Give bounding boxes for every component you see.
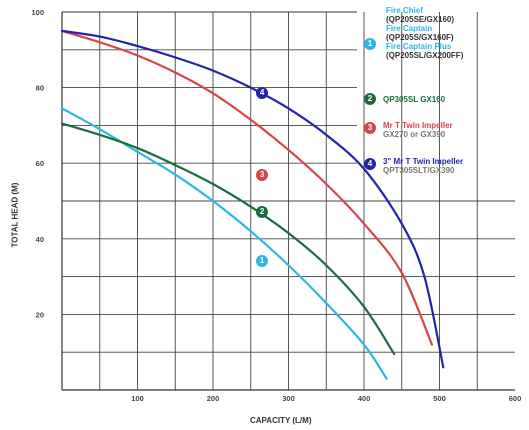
legend-text: (QP205S/GX160F) <box>386 33 454 42</box>
chart-axes <box>61 11 515 391</box>
y-tick-label: 60 <box>36 159 44 168</box>
curve-marker-4: 4 <box>256 87 269 100</box>
curve-marker-2: 2 <box>256 206 269 219</box>
y-tick-label: 100 <box>31 8 44 17</box>
chart-grid <box>62 12 515 390</box>
x-tick-label: 100 <box>131 394 144 403</box>
y-tick-label: 20 <box>36 310 44 319</box>
x-axis-label: CAPACITY (L/M) <box>250 416 312 425</box>
legend-text: QP305SL GX160 <box>383 95 446 104</box>
legend-badge-1: 1 <box>364 38 376 50</box>
y-tick-label: 40 <box>36 235 44 244</box>
x-tick-label: 500 <box>433 394 446 403</box>
legend-text: Fire Captain Plus <box>386 42 452 51</box>
x-tick-label: 300 <box>282 394 295 403</box>
x-tick-label: 400 <box>358 394 371 403</box>
legend-text: GX270 or GX390 <box>383 130 446 139</box>
y-tick-label: 80 <box>36 84 44 93</box>
x-tick-label: 600 <box>509 394 522 403</box>
legend-text: (QP205SL/GX200FF) <box>386 51 464 60</box>
curve-marker-1: 1 <box>256 255 269 268</box>
series-line-qp305sl <box>60 122 396 356</box>
series-line-3in-mr-t-twin <box>60 29 445 369</box>
legend-text: Mr T Twin Impeller <box>383 121 453 130</box>
legend-entry-1: Fire Chief (QP205SE/GX160) Fire Captain … <box>386 6 463 60</box>
legend-badge-3: 3 <box>364 122 376 134</box>
legend-badge-4: 4 <box>364 158 376 170</box>
legend-entry-4: 3" Mr T Twin Impeller QPT305SLT/GX390 <box>383 157 463 175</box>
chart-ticks: 100 200 300 400 500 600 100 80 60 40 20 <box>31 8 521 403</box>
series-line-mr-t-twin <box>60 29 434 346</box>
series-line-fire-chief <box>60 107 388 380</box>
legend-text: (QP205SE/GX160) <box>386 15 455 24</box>
chart-lines <box>60 29 445 380</box>
legend-badge-2: 2 <box>364 93 376 105</box>
curve-marker-3: 3 <box>256 168 269 181</box>
y-axis-label: TOTAL HEAD (M) <box>10 182 20 248</box>
legend-entry-2: QP305SL GX160 <box>383 95 445 104</box>
legend-text: 3" Mr T Twin Impeller <box>383 157 464 166</box>
legend-entry-3: Mr T Twin Impeller GX270 or GX390 <box>383 121 453 139</box>
x-tick-label: 200 <box>207 394 220 403</box>
legend-text: Fire Captain <box>386 24 433 33</box>
legend-text: Fire Chief <box>386 6 423 15</box>
legend-text: QPT305SLT/GX390 <box>383 166 455 175</box>
